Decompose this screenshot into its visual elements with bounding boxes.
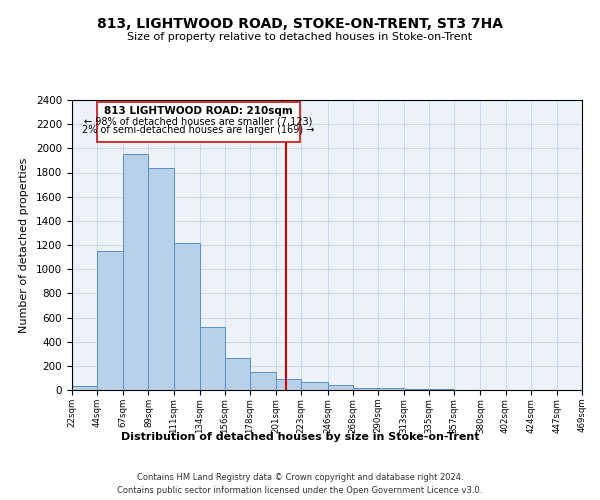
Bar <box>301 382 328 390</box>
Text: 813, LIGHTWOOD ROAD, STOKE-ON-TRENT, ST3 7HA: 813, LIGHTWOOD ROAD, STOKE-ON-TRENT, ST3… <box>97 18 503 32</box>
Text: Contains public sector information licensed under the Open Government Licence v3: Contains public sector information licen… <box>118 486 482 495</box>
Bar <box>124 154 148 390</box>
Bar <box>173 242 200 390</box>
Bar <box>200 327 225 390</box>
Bar <box>250 372 276 390</box>
Text: 813 LIGHTWOOD ROAD: 210sqm: 813 LIGHTWOOD ROAD: 210sqm <box>104 106 293 116</box>
Bar <box>378 388 404 390</box>
Bar <box>72 386 97 390</box>
Text: Distribution of detached houses by size in Stoke-on-Trent: Distribution of detached houses by size … <box>121 432 479 442</box>
FancyBboxPatch shape <box>97 102 300 142</box>
Y-axis label: Number of detached properties: Number of detached properties <box>19 158 29 332</box>
Text: Contains HM Land Registry data © Crown copyright and database right 2024.: Contains HM Land Registry data © Crown c… <box>137 472 463 482</box>
Bar <box>353 388 378 390</box>
Bar <box>97 251 124 390</box>
Bar <box>404 389 429 390</box>
Bar <box>148 168 173 390</box>
Text: 2% of semi-detached houses are larger (169) →: 2% of semi-detached houses are larger (1… <box>82 126 315 136</box>
Bar <box>328 384 353 390</box>
Text: Size of property relative to detached houses in Stoke-on-Trent: Size of property relative to detached ho… <box>127 32 473 42</box>
Text: ← 98% of detached houses are smaller (7,123): ← 98% of detached houses are smaller (7,… <box>85 116 313 126</box>
Bar <box>225 358 250 390</box>
Bar <box>276 379 301 390</box>
